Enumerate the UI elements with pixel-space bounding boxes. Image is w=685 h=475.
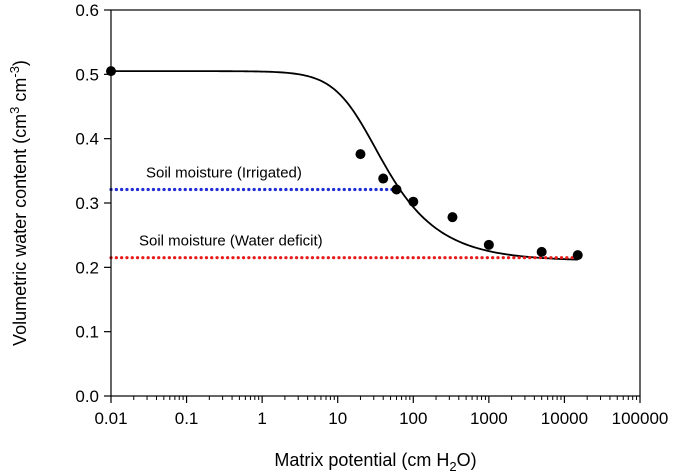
y-tick-label: 0.0: [75, 387, 99, 406]
y-axis-title-part: Volumetric water content (cm: [10, 114, 30, 346]
y-tick-label: 0.4: [75, 130, 99, 149]
y-axis-title-superscript: -3: [7, 66, 22, 78]
y-axis-title: Volumetric water content (cm3 cm-3): [7, 60, 30, 346]
x-axis-title: Matrix potential (cm H2O): [274, 450, 476, 474]
data-points-layer: [106, 66, 583, 261]
data-point: [572, 250, 583, 261]
data-point: [391, 184, 402, 195]
plot-frame: [110, 9, 641, 397]
x-tick-label: 10000: [541, 409, 588, 428]
data-point: [447, 212, 458, 223]
y-tick-label: 0.2: [75, 258, 99, 277]
axes-layer: 0.01 0.1 1 10 100 1000 10000 100000 0.0 0.1 0.2 0.3…: [75, 1, 668, 428]
reference-line-label: Soil moisture (Water deficit): [139, 233, 323, 250]
x-tick-label: 100000: [612, 409, 669, 428]
x-tick-label: 0.01: [94, 409, 127, 428]
fit-curve: [111, 70, 578, 261]
y-axis-title-part: cm: [10, 78, 30, 107]
y-axis-title-superscript: 3: [7, 107, 22, 114]
y-tick-label: 0.5: [75, 65, 99, 84]
data-point: [355, 149, 366, 160]
x-tick-label: 100: [399, 409, 427, 428]
x-axis-title-part: Matrix potential (cm H: [274, 450, 449, 470]
reference-line-label: Soil moisture (Irrigated): [146, 164, 302, 181]
y-tick-label: 0.1: [75, 323, 99, 342]
data-point: [378, 173, 389, 184]
reference-lines-layer: Soil moisture (Irrigated) Soil moisture (…: [109, 164, 580, 260]
data-point: [408, 196, 419, 207]
x-tick-label: 1: [257, 409, 266, 428]
x-tick-label: 10: [328, 409, 347, 428]
data-point: [536, 246, 547, 257]
x-tick-label: 0.1: [175, 409, 199, 428]
data-point: [483, 239, 494, 250]
y-tick-label: 0.6: [75, 1, 99, 20]
x-axis-title-subscript: 2: [449, 459, 456, 474]
x-tick-label: 1000: [470, 409, 508, 428]
fit-curve-layer: [111, 70, 578, 261]
y-axis-title-part: ): [10, 60, 30, 66]
y-tick-label: 0.3: [75, 194, 99, 213]
labels-layer: Matrix potential (cm H2O) Volumetric wat…: [7, 60, 477, 474]
x-axis-title-part: O): [457, 450, 477, 470]
